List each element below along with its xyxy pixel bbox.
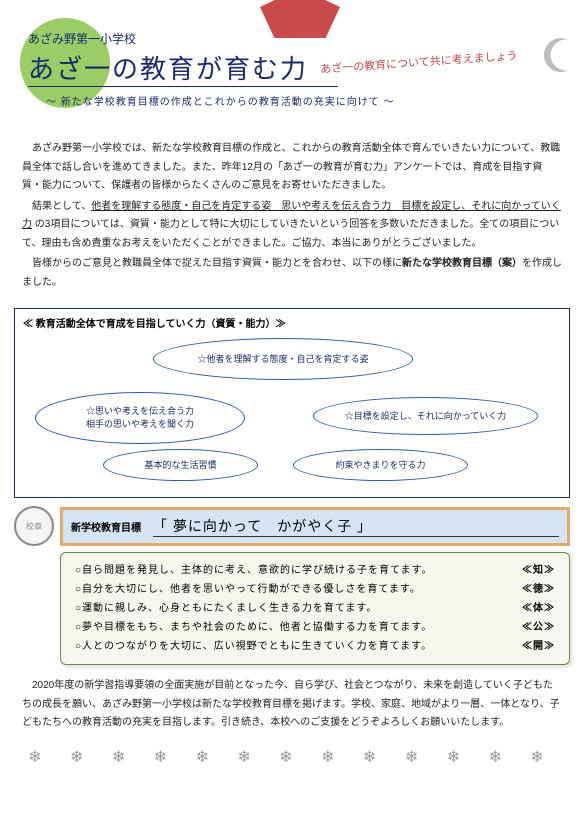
oval-4: 基本的な生活習慣 xyxy=(103,449,258,481)
school-name: あざみ野第一小学校 xyxy=(28,30,566,47)
oval-3: ☆目標を設定し、それに向かっていく力 xyxy=(313,397,538,435)
oval-2: ☆思いや考えを伝え合う力 相手の思いや考えを聞く力 xyxy=(35,392,245,444)
goal-item: ○自ら問題を発見し、主体的に考え、意欲的に学び続ける子を育てます。≪知≫ xyxy=(75,561,555,580)
abilities-title: ≪ 教育活動全体で育成を目指していく力（資質・能力）≫ xyxy=(23,315,561,330)
goal-item: ○夢や目標をもち、まちや社会のために、他者と協働する力を育てます。≪公≫ xyxy=(75,618,555,637)
school-crest-icon: 校章 xyxy=(14,506,54,546)
goal-item: ○自分を大切にし、他者を思いやって行動ができる優しさを育てます。≪徳≫ xyxy=(75,580,555,599)
footer-text: 2020年度の新学習指導要領の全面実施が目前となった今、自ら学び、社会とつながり… xyxy=(0,669,584,743)
snowflake-divider: ❄ ❄ ❄ ❄ ❄ ❄ ❄ ❄ ❄ ❄ ❄ ❄ ❄ xyxy=(0,743,584,767)
page-title: あざ一の教育が育む力 xyxy=(28,49,338,87)
paragraph-2: 結果として、他者を理解する態度・自己を肯定する姿 思いや考えを伝え合う力 目標を… xyxy=(22,198,562,254)
goal-label: 新学校教育目標 xyxy=(71,519,141,534)
paragraph-3: 皆様からのご意見と教職員全体で捉えた目指す資質・能力とを合わせ、以下の様に新たな… xyxy=(22,255,562,292)
subtitle: 〜 新たな学校教育目標の作成とこれからの教育活動の充実に向けて 〜 xyxy=(46,93,566,108)
oval-1: ☆他者を理解する態度・自己を肯定する姿 xyxy=(153,338,413,380)
goals-list: ○自ら問題を発見し、主体的に考え、意欲的に学び続ける子を育てます。≪知≫ ○自分… xyxy=(60,552,570,665)
header: あざみ野第一小学校 あざ一の教育が育む力 あざ一の教育について共に考えましょう … xyxy=(0,0,584,114)
body-text: あざみ野第一小学校では、新たな学校教育目標の作成と、これからの教育活動全体で育ん… xyxy=(0,114,584,302)
goal-item: ○人とのつながりを大切に、広い視野でともに生きていく力を育てます。≪開≫ xyxy=(75,637,555,656)
abilities-box: ≪ 教育活動全体で育成を目指していく力（資質・能力）≫ ☆他者を理解する態度・自… xyxy=(14,308,570,498)
paragraph-1: あざみ野第一小学校では、新たな学校教育目標の作成と、これからの教育活動全体で育ん… xyxy=(22,140,562,196)
venn-diagram: ☆他者を理解する態度・自己を肯定する姿 ☆思いや考えを伝え合う力 相手の思いや考… xyxy=(23,334,561,489)
footer-paragraph: 2020年度の新学習指導要領の全面実施が目前となった今、自ら学び、社会とつながり… xyxy=(22,677,562,733)
curve-slogan: あざ一の教育について共に考えましょう xyxy=(320,47,518,77)
goal-item: ○運動に親しみ、心身ともにたくましく生きる力を育てます。≪体≫ xyxy=(75,599,555,618)
goal-banner: 校章 新学校教育目標 「 夢に向かって かがやく子 」 xyxy=(14,506,570,546)
goal-text: 「 夢に向かって かがやく子 」 xyxy=(153,516,559,537)
goal-bar: 新学校教育目標 「 夢に向かって かがやく子 」 xyxy=(60,507,570,546)
oval-5: 約束やきまりを守る力 xyxy=(293,449,468,481)
